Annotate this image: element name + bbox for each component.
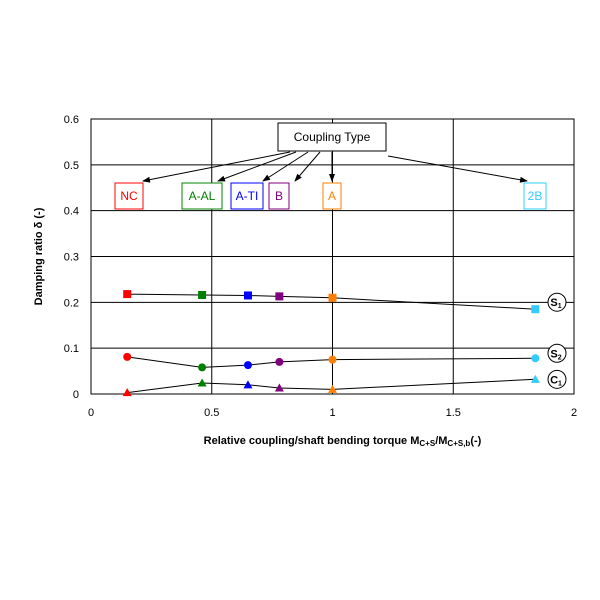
x-tick-label: 2	[571, 407, 577, 419]
coupling-arrow	[294, 151, 321, 182]
coupling-arrow	[262, 151, 309, 182]
series-label: C1	[547, 369, 567, 389]
data-point-triangle	[328, 384, 337, 393]
coupling-type-box	[268, 182, 290, 210]
y-tick-label: 0.2	[64, 297, 79, 309]
y-axis-tick-labels: 0 0.1 0.2 0.3 0.4 0.5 0.6	[64, 114, 79, 401]
x-tick-label: 0.5	[204, 407, 219, 419]
y-tick-label: 0.6	[64, 114, 79, 126]
data-point-circle	[198, 363, 207, 372]
x-tick-label: 1.5	[446, 407, 461, 419]
coupling-type-title-box: Coupling Type	[277, 122, 387, 152]
y-tick-label: 0.3	[64, 252, 79, 264]
coupling-type-label: A-TI	[236, 189, 259, 203]
coupling-type-box	[114, 182, 144, 210]
coupling-type-box	[181, 182, 223, 210]
series-label-main: S	[550, 297, 557, 309]
coupling-type-box	[523, 182, 547, 210]
series-label-sub: 2	[558, 354, 562, 361]
coupling-arrow	[142, 151, 291, 183]
coupling-type-label: B	[275, 189, 283, 203]
coupling-type-labels: NC A-AL A-TI B A 2B	[114, 182, 547, 210]
coupling-arrow	[217, 151, 297, 182]
coupling-type-box	[230, 182, 264, 210]
x-axis-label-sub2: C+S,b	[447, 439, 470, 448]
x-axis-tick-labels: 0 0.5 1 1.5 2	[88, 407, 577, 419]
y-tick-label: 0	[73, 389, 79, 401]
series-label-main: C	[550, 374, 558, 386]
coupling-arrow	[387, 155, 528, 183]
x-tick-label: 0	[88, 407, 94, 419]
data-point-square	[243, 291, 252, 300]
data-point-triangle	[274, 383, 284, 392]
series-label-text: C1	[550, 374, 562, 387]
x-axis-label-slash: /M	[435, 435, 447, 447]
x-axis-label-sub1: C+S	[419, 439, 435, 448]
data-point-triangle	[122, 388, 132, 397]
data-points	[122, 290, 540, 397]
coupling-type-title: Coupling Type	[294, 130, 371, 144]
data-point-triangle	[530, 374, 540, 383]
coupling-type-box	[277, 122, 387, 152]
data-point-square	[198, 291, 207, 299]
data-point-triangle	[243, 380, 253, 389]
plot-area	[90, 118, 575, 395]
series-label-circle	[547, 343, 567, 363]
data-point-circle	[275, 357, 284, 366]
series-label-text: S2	[550, 348, 561, 361]
y-axis-label: Damping ratio δ (-)	[33, 207, 45, 305]
y-tick-label: 0.5	[64, 160, 79, 172]
data-point-circle	[123, 352, 132, 361]
x-axis-label-tail: (-)	[470, 435, 481, 447]
data-point-square	[328, 293, 337, 302]
series-line	[127, 378, 536, 394]
series-label-circle	[547, 369, 567, 389]
series-label: S1	[547, 292, 567, 312]
series-label-sub: 1	[558, 380, 562, 387]
series-line	[127, 293, 536, 310]
x-axis-label-main: Relative coupling/shaft bending torque M	[204, 435, 420, 447]
data-point-circle	[531, 354, 540, 363]
data-point-square	[123, 290, 132, 299]
series-label-main: S	[550, 348, 557, 360]
coupling-type-label: A	[328, 189, 336, 203]
coupling-type-label: 2B	[528, 189, 543, 203]
data-point-triangle	[197, 378, 207, 387]
series-label: S2	[547, 343, 567, 363]
series-line	[127, 356, 536, 368]
data-point-square	[531, 305, 540, 314]
series-lines	[127, 293, 536, 394]
series-label-text: S1	[550, 297, 561, 310]
data-point-square	[275, 292, 284, 301]
coupling-type-arrows	[142, 151, 528, 183]
data-point-circle	[243, 361, 252, 370]
data-point-circle	[328, 355, 337, 364]
coupling-type-box	[322, 182, 342, 210]
coupling-type-label: A-AL	[189, 189, 216, 203]
y-tick-label: 0.4	[64, 206, 79, 218]
x-axis-label: Relative coupling/shaft bending torque M…	[204, 435, 482, 448]
coupling-type-label: NC	[120, 189, 138, 203]
y-tick-label: 0.1	[64, 343, 79, 355]
series-label-circle	[547, 292, 567, 312]
x-tick-label: 1	[329, 407, 335, 419]
series-label-sub: 1	[558, 303, 562, 310]
